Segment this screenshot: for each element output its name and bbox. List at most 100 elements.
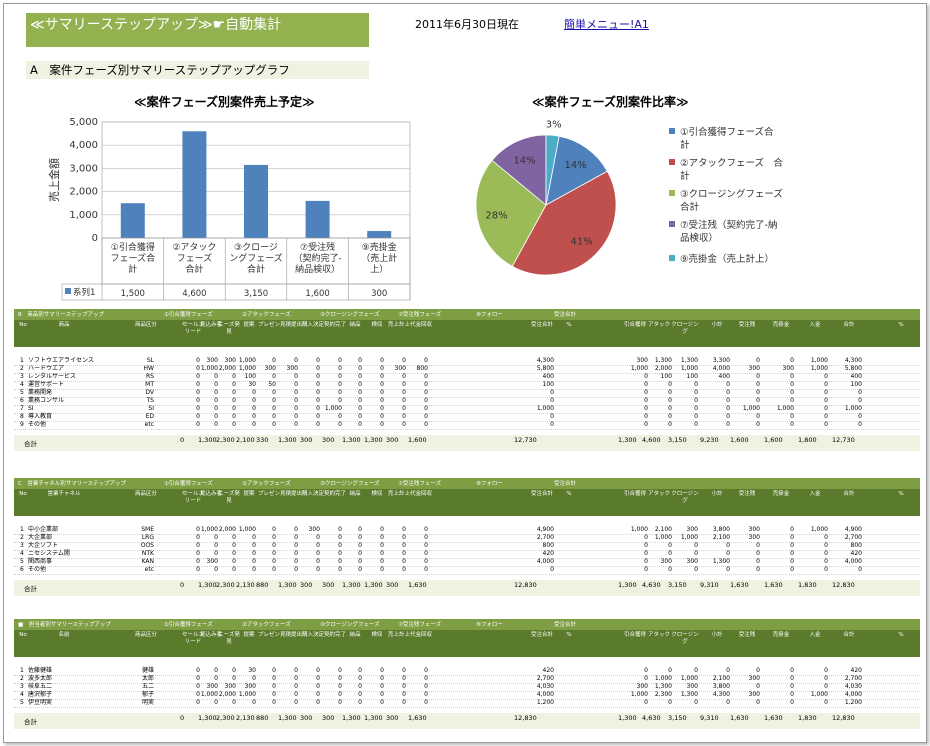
column-header: 売上計上 (388, 322, 411, 328)
total-cell: 1,300 (198, 581, 217, 589)
cell-value: 0 (272, 558, 276, 565)
total-cell: 2,300 (216, 714, 235, 722)
cell-value: 0 (380, 357, 384, 364)
row-name: 関西商事 (28, 558, 53, 565)
cell-value: 2,000 (654, 365, 672, 372)
table-row[interactable]: 6 業務コンサル TS 0 0 0 0 0 0 0 0 0 0 0 0 0 0 0 0 0 0 0 0 0 (14, 397, 920, 405)
cell-value: 0 (232, 421, 236, 428)
row-total: 4,000 (536, 691, 554, 698)
table-row[interactable]: 2 大企業部 LRG 0 0 0 0 0 0 0 0 0 0 0 0 2,700 0 1,000 1,000 2,10… (14, 534, 920, 542)
cell-value: 0 (726, 381, 730, 388)
cell-value: 800 (416, 365, 428, 372)
cell-value: 0 (694, 413, 698, 420)
column-header: 見込み客 (200, 491, 223, 497)
row-total: 1,200 (536, 699, 554, 706)
bar-1 (120, 203, 145, 238)
page-title: ≪サマリーステップアップ≫☛自動集計 (26, 13, 369, 47)
cell-value: 0 (232, 389, 236, 396)
cell-value: 0 (196, 699, 200, 706)
table-row[interactable]: 4 運営サポート MT 0 0 0 30 50 0 0 0 0 0 0 0 100 0 0 0 0 0 0 0 100 (14, 381, 920, 389)
row-no: 9 (20, 421, 24, 428)
cell-value: 4,000 (844, 558, 862, 565)
column-header-right: 受注残 (738, 632, 756, 638)
table-row[interactable]: 1 中小企業部 SME 0 1,000 2,000 1,000 0 0 300 0 0 0 0 0 4,900… (14, 526, 920, 534)
column-header: 提案 (243, 322, 255, 328)
table-row[interactable]: 7 SI SI 0 0 0 0 0 0 0 1,000 0 0 0 0 1,000 0 0 0 0 1,000 1,000… (14, 405, 920, 413)
cell-value: 0 (272, 683, 276, 690)
cell-value: 0 (726, 550, 730, 557)
total-cell: 2,300 (216, 581, 235, 589)
cell-value: 0 (694, 667, 698, 674)
table-row[interactable]: 3 レンタルサービス RS 0 0 0 100 0 0 0 0 0 0 0 0 400 0 100 100 400 0 0… (14, 373, 920, 381)
cell-value: 0 (790, 558, 794, 565)
cell-value: 0 (790, 534, 794, 541)
category-label: フェーズ合 (111, 252, 156, 264)
total-cell: 300 (322, 436, 335, 444)
simple-menu-link[interactable]: 簡単メニュー!A1 (564, 18, 649, 31)
table-row[interactable]: 1 佐藤健雄 健雄 0 0 0 30 0 0 0 0 0 0 0 0 420 0 0 0 0 0 0 0 420 (14, 667, 920, 675)
table-row[interactable]: 4 唐沢郁子 郁子 0 1,000 2,000 1,000 0 0 0 0 0 0 0 0 4,000 1,00… (14, 691, 920, 699)
cell-value: 0 (644, 421, 648, 428)
table-row[interactable]: 4 ニセシステム開 NTK 0 0 0 0 0 0 0 0 0 0 0 0 420 0 0 0 0 0 0 0 420 (14, 550, 920, 558)
total-cell: 0 (180, 581, 185, 589)
table-row[interactable]: 5 関西商事 KAN 0 300 0 0 0 0 0 0 0 0 0 0 4,000 0 300 300 1,300 0… (14, 558, 920, 566)
cell-value: 0 (424, 558, 428, 565)
cell-value: 0 (196, 357, 200, 364)
y-tick-label: 4,000 (69, 140, 98, 151)
table-row[interactable]: 2 ハードウエア HW 0 1,000 2,000 1,000 300 300 0 0 0 0 300 80… (14, 365, 920, 373)
cell-value: 0 (402, 405, 406, 412)
column-header-name: 営業チャネル (47, 491, 81, 497)
phase-group-header: ⑧フォロー (476, 622, 503, 628)
column-header-right: 引合獲得 (623, 491, 646, 497)
y-tick-label: 1,000 (69, 210, 98, 221)
row-total: 5,800 (536, 365, 554, 372)
cell-value: 0 (858, 566, 862, 573)
column-header-right: クロージング (671, 632, 699, 645)
table-row[interactable]: 5 業務開発 DV 0 0 0 0 0 0 0 0 0 0 0 0 0 0 0 0 0 0 0 0 0 (14, 389, 920, 397)
cell-value: 0 (272, 699, 276, 706)
cell-value: 0 (824, 373, 828, 380)
cell-value: 0 (358, 550, 362, 557)
cell-value: 0 (824, 405, 828, 412)
cell-value: 0 (214, 405, 218, 412)
cell-value: 300 (206, 558, 218, 565)
table-row[interactable]: 5 伊豆明実 明実 0 0 0 0 0 0 0 0 0 0 0 0 1,200 0 0 0 0 0 0 0 1,200 (14, 699, 920, 707)
table-row[interactable]: 6 その他 etc 0 0 0 0 0 0 0 0 0 0 0 0 0 0 0 0 0 0 0 0 0 (14, 566, 920, 574)
summary-table-1: B 商品別サマリーステップアップ ①引合獲得フェーズ ②アタックフェーズ ③クロージン… (14, 309, 920, 451)
table-row[interactable]: 9 その他 etc 0 0 0 0 0 0 0 0 0 0 0 0 0 0 0 0 0 0 0 0 0 (14, 421, 920, 429)
table-row[interactable]: 1 ソフトウエアライセンス SL 0 300 300 1,000 0 0 0 0 0 0 0 0 4,300 3… (14, 357, 920, 365)
cell-value: 0 (294, 373, 298, 380)
cell-value: 0 (316, 683, 320, 690)
row-divider (14, 421, 920, 422)
row-divider (14, 389, 920, 390)
phase-group-header: ⑧フォロー (476, 481, 503, 487)
table-row[interactable]: 8 導入教育 ED 0 0 0 0 0 0 0 0 0 0 0 0 0 0 0 0 0 0 0 0 0 (14, 413, 920, 421)
cell-value: 0 (790, 691, 794, 698)
table-row[interactable]: 2 波多太郎 太郎 0 0 0 0 0 0 0 0 0 0 0 0 2,700 0 1,000 1,000 2,100… (14, 675, 920, 683)
cell-value: 1,000 (630, 691, 648, 698)
cell-value: 400 (850, 373, 862, 380)
cell-value: 0 (358, 534, 362, 541)
cell-value: 0 (380, 542, 384, 549)
cell-value: 1,000 (200, 365, 218, 372)
table-row[interactable]: 3 大企ソフト OOS 0 0 0 0 0 0 0 0 0 0 0 0 800 0 0 0 0 0 0 0 800 (14, 542, 920, 550)
y-axis-label: 売上金額 (47, 158, 61, 202)
cell-value: 2,000 (218, 526, 236, 533)
row-name: 唐沢郁子 (28, 691, 53, 698)
legend-label: ⑦受注残（契約完了-納 (680, 219, 777, 231)
cell-value: 0 (824, 397, 828, 404)
pie-data-label: 3% (546, 119, 562, 130)
cell-value: 0 (294, 381, 298, 388)
cell-value: 0 (756, 357, 760, 364)
cell-value: 0 (272, 526, 276, 533)
cell-value: 0 (790, 397, 794, 404)
cell-value: 0 (272, 389, 276, 396)
cell-value: 0 (196, 397, 200, 404)
cell-value: 0 (380, 675, 384, 682)
total-cell: 1,300 (618, 581, 637, 589)
table-row[interactable]: 3 岐阜五二 五二 0 300 300 300 0 0 0 0 0 0 0 0 4,030 300 1,300 30… (14, 683, 920, 691)
column-header: 売上計上 (388, 491, 411, 497)
legend-label: 計 (680, 139, 690, 151)
total-cell: 1,630 (764, 714, 783, 722)
